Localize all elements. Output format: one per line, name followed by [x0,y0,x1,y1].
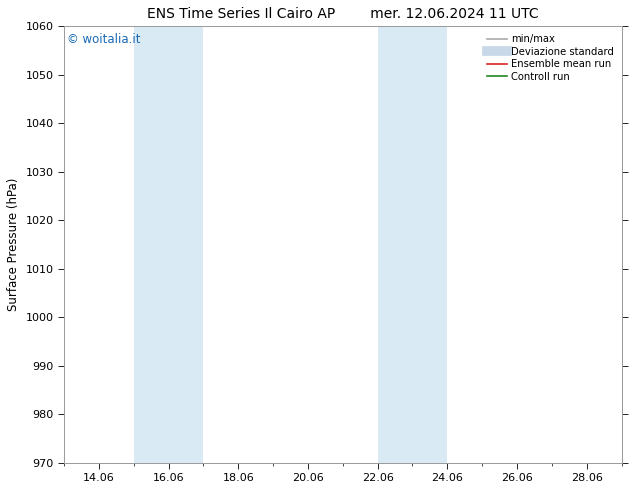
Bar [134,26,169,463]
Bar [378,26,413,463]
Legend: min/max, Deviazione standard, Ensemble mean run, Controll run: min/max, Deviazione standard, Ensemble m… [484,31,616,85]
Bar [413,26,448,463]
Y-axis label: Surface Pressure (hPa): Surface Pressure (hPa) [7,178,20,311]
Title: ENS Time Series Il Cairo AP        mer. 12.06.2024 11 UTC: ENS Time Series Il Cairo AP mer. 12.06.2… [147,7,539,21]
Text: © woitalia.it: © woitalia.it [67,33,140,46]
Bar [169,26,204,463]
